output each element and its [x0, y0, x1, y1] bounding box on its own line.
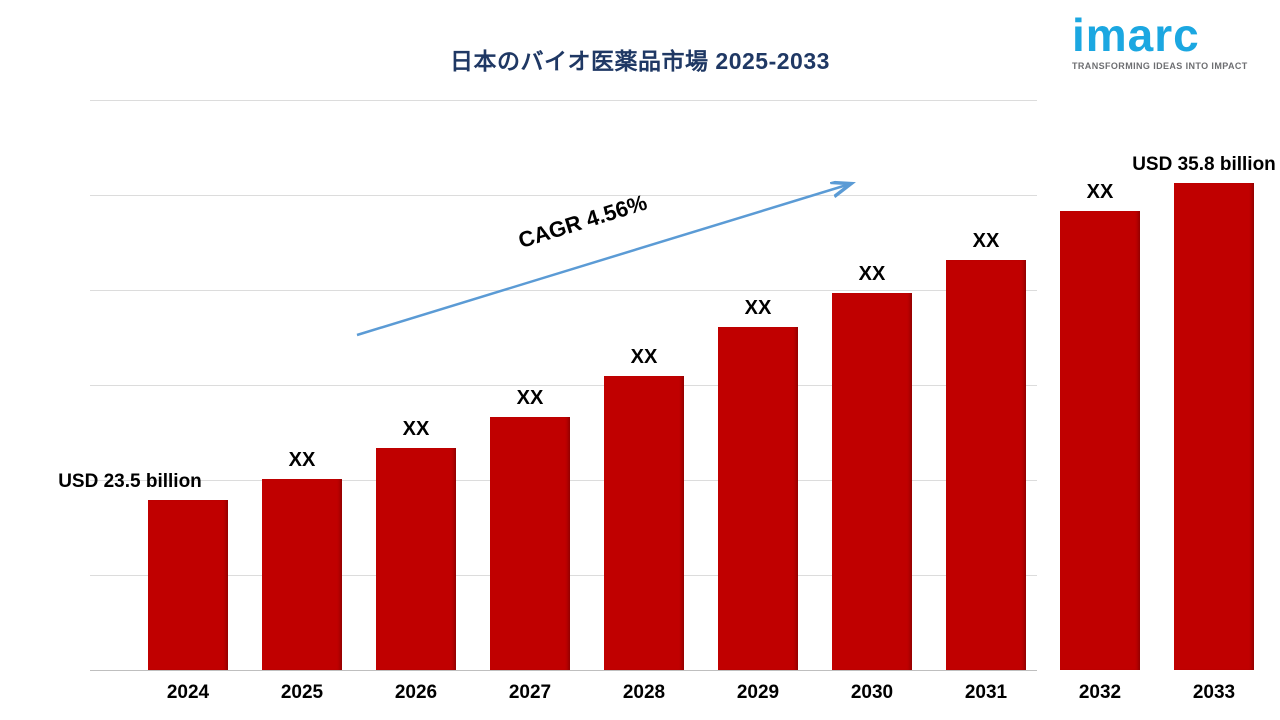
x-axis-label: 2030: [850, 682, 894, 703]
bar-group: XX 2032: [1060, 100, 1140, 703]
cagr-trend-arrow-icon: [356, 172, 865, 337]
x-axis-label: 2031: [964, 682, 1008, 703]
imarc-logo-text: imarc: [1072, 9, 1200, 61]
bar-group: USD 35.8 billion 2033: [1132, 100, 1276, 703]
bar-value-label: XX: [1086, 181, 1114, 203]
bar: [1060, 211, 1140, 670]
bar-value-label: XX: [972, 230, 1000, 252]
x-axis-label: 2025: [280, 682, 324, 703]
bar-group: XX 2029: [718, 100, 798, 703]
imarc-logo-tagline: TRANSFORMING IDEAS INTO IMPACT: [1072, 61, 1248, 71]
bar: [832, 293, 912, 670]
x-axis-label: 2026: [394, 682, 438, 703]
bar: [718, 327, 798, 670]
bar-group: XX 2027: [490, 100, 570, 703]
bar-value-label: XX: [516, 387, 544, 409]
chart-title: 日本のバイオ医薬品市場 2025-2033: [450, 48, 830, 74]
bar: [376, 448, 456, 670]
x-axis-label: 2028: [622, 682, 666, 703]
bar-group: XX 2031: [946, 100, 1026, 703]
bar-group: XX 2025: [262, 100, 342, 703]
bar: [946, 260, 1026, 670]
bar-value-label: USD 23.5 billion: [58, 471, 202, 492]
bar: [490, 417, 570, 670]
bar-group: XX 2028: [604, 100, 684, 703]
bar-value-label: XX: [744, 297, 772, 319]
bar-group: USD 23.5 billion 2024: [58, 100, 228, 703]
x-axis-label: 2029: [736, 682, 780, 703]
x-axis-label: 2024: [166, 682, 210, 703]
x-axis-label: 2027: [508, 682, 552, 703]
bar-group: XX 2026: [376, 100, 456, 703]
x-axis-label: 2032: [1078, 682, 1122, 703]
bar-value-label: XX: [858, 263, 886, 285]
x-axis-label: 2033: [1192, 682, 1236, 703]
bar: [148, 500, 228, 670]
bar-value-label: USD 35.8 billion: [1132, 154, 1276, 175]
bar-value-label: XX: [630, 346, 658, 368]
bar-group: XX 2030: [832, 100, 912, 703]
imarc-logo: imarc TRANSFORMING IDEAS INTO IMPACT: [1072, 12, 1262, 71]
bar: [262, 479, 342, 670]
bar: [604, 376, 684, 670]
bar-value-label: XX: [288, 449, 316, 471]
bar: [1174, 183, 1254, 670]
bar-series: USD 23.5 billion 2024 XX 2025 XX 2026 XX 2027 XX…: [58, 100, 1276, 703]
bar-value-label: XX: [402, 418, 430, 440]
